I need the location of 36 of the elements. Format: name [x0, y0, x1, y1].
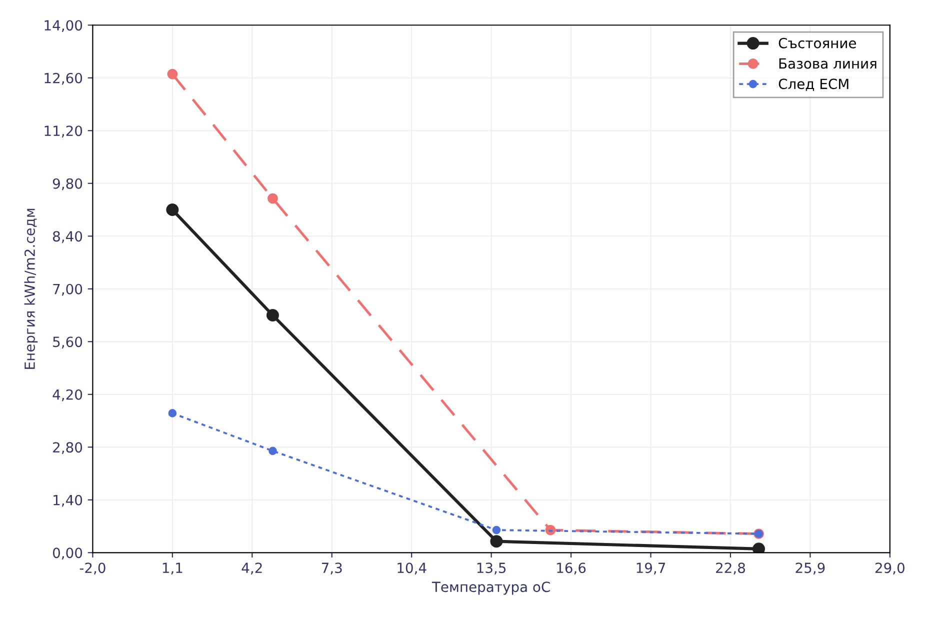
- point: [266, 309, 279, 322]
- y-tick-label: 9,80: [52, 178, 82, 190]
- point: [490, 535, 503, 548]
- x-tick-label: 19,7: [636, 562, 666, 575]
- x-tick-label: 29,0: [875, 562, 904, 575]
- y-tick-label: 1,40: [54, 494, 82, 507]
- x-tick-label: 1,1: [162, 562, 182, 575]
- x-tick-label: 16,6: [557, 562, 586, 575]
- x-tick-label: 7,3: [322, 562, 342, 575]
- x-axis-title: Температура oC: [432, 582, 550, 595]
- y-tick-label: 0,00: [52, 548, 82, 560]
- y-tick-label: 5,60: [53, 336, 82, 349]
- y-tick-label: 2,80: [53, 442, 82, 454]
- y-tick-label: 12,60: [44, 72, 82, 85]
- point: [492, 526, 501, 534]
- y-tick-label: 14,00: [44, 20, 82, 32]
- y-tick-label: 11,20: [44, 126, 82, 138]
- point: [166, 204, 179, 216]
- point: [752, 542, 766, 553]
- y-tick-label: 7,00: [53, 284, 82, 296]
- point: [268, 446, 277, 456]
- point: [168, 409, 177, 418]
- x-tick-label: -2,0: [80, 562, 106, 575]
- x-tick-label: 22,8: [716, 562, 745, 575]
- point: [268, 193, 278, 204]
- legend-label: Състояние: [778, 38, 856, 48]
- y-tick-label: 4,20: [52, 389, 82, 402]
- x-tick-label: 4,2: [242, 562, 262, 575]
- legend-label: Базова линия: [779, 58, 876, 69]
- legend-label: След ЕСМ: [778, 78, 848, 91]
- y-axis-title: Енергия kWh/m2.седм: [24, 208, 38, 369]
- y-tick-label: 8,40: [52, 231, 82, 244]
- point: [167, 68, 178, 80]
- x-tick-label: 13,5: [477, 562, 506, 575]
- x-tick-label: 25,9: [796, 562, 825, 575]
- x-tick-label: 10,4: [398, 562, 426, 575]
